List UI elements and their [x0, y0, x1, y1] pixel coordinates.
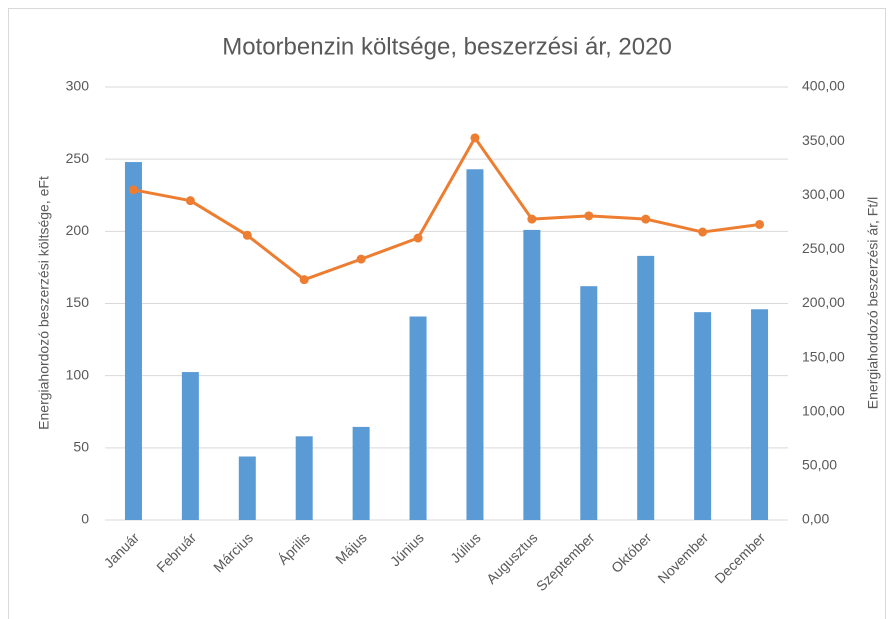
bar — [751, 309, 769, 520]
line-marker — [698, 227, 708, 237]
y-tick-label: 200 — [66, 222, 90, 238]
bar — [694, 312, 712, 520]
y-tick-label: 150 — [66, 294, 90, 310]
bar — [466, 169, 484, 520]
line-marker — [755, 219, 765, 229]
bar — [295, 436, 313, 520]
line-marker — [299, 275, 309, 285]
y2-tick-label: 0,00 — [802, 511, 829, 527]
y2-tick-label: 400,00 — [802, 78, 845, 94]
chart-frame — [8, 8, 886, 619]
line-marker — [242, 230, 252, 240]
y-tick-label: 100 — [66, 366, 90, 382]
y2-tick-label: 250,00 — [802, 240, 845, 256]
y2-tick-label: 200,00 — [802, 294, 845, 310]
bar — [523, 229, 541, 520]
bar — [637, 255, 655, 520]
y2-tick-label: 50,00 — [802, 457, 837, 473]
y-tick-label: 0 — [81, 511, 89, 527]
y-tick-label: 50 — [73, 439, 89, 455]
line-marker — [584, 211, 594, 221]
bar — [580, 286, 598, 520]
bar — [124, 162, 142, 520]
y2-tick-label: 100,00 — [802, 402, 845, 418]
line-marker — [128, 185, 138, 195]
bar — [238, 456, 256, 520]
y2-tick-label: 350,00 — [802, 132, 845, 148]
chart-title: Motorbenzin költsége, beszerzési ár, 202… — [222, 33, 672, 60]
line-marker — [641, 214, 651, 224]
bar — [181, 372, 199, 520]
bar — [409, 316, 427, 520]
y-axis-label: Energiahordozó beszerzési költsége, eFt — [36, 176, 52, 430]
line-marker — [413, 233, 423, 243]
y2-tick-label: 300,00 — [802, 186, 845, 202]
y-tick-label: 250 — [66, 150, 90, 166]
line-marker — [527, 214, 537, 224]
line — [133, 136, 760, 282]
y2-tick-label: 150,00 — [802, 348, 845, 364]
line-marker — [356, 254, 366, 264]
line-marker — [185, 196, 195, 206]
line-marker — [470, 133, 480, 143]
y-tick-label: 300 — [66, 78, 90, 94]
y2-axis-label: Energiahordozó beszerzési ár, Ft/l — [865, 197, 881, 409]
bar — [352, 426, 370, 520]
